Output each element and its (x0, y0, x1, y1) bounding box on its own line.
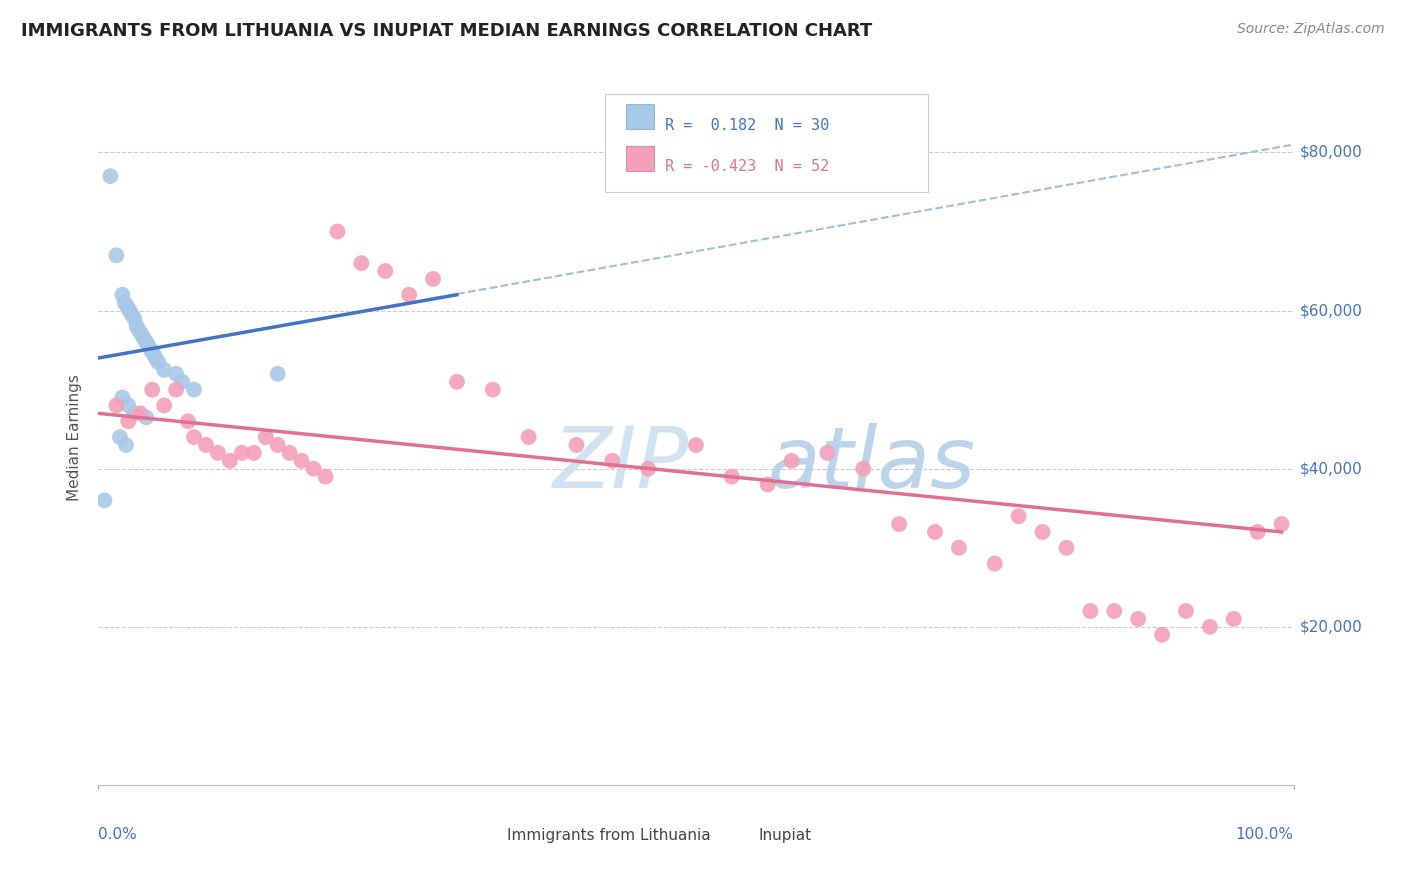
Point (114, 295, 136, 310)
Point (138, 339, 160, 353)
Point (721, 469, 744, 483)
Point (756, 477, 779, 491)
Point (183, 430, 205, 444)
Point (121, 308, 143, 322)
Point (1104, 604, 1126, 618)
Point (685, 438, 707, 452)
Point (139, 343, 162, 358)
Point (267, 438, 290, 452)
Point (278, 446, 301, 460)
Point (1032, 524, 1054, 539)
Text: Inupiat: Inupiat (758, 829, 811, 843)
Point (142, 347, 165, 361)
Point (135, 410, 157, 425)
Text: 0.0%: 0.0% (98, 827, 138, 842)
Text: atlas: atlas (768, 424, 976, 507)
Point (141, 383, 163, 397)
Point (254, 430, 277, 444)
Point (422, 272, 444, 286)
Point (129, 406, 152, 420)
Point (315, 469, 337, 483)
Text: Source: ZipAtlas.com: Source: ZipAtlas.com (1237, 22, 1385, 37)
Point (984, 557, 1007, 571)
Point (131, 327, 153, 342)
Point (1128, 612, 1150, 626)
Point (219, 454, 242, 468)
Point (1199, 620, 1222, 634)
Point (93, 493, 115, 508)
Point (148, 355, 170, 369)
Point (125, 319, 148, 334)
Point (1152, 628, 1174, 642)
Point (111, 391, 134, 405)
Text: R =  0.182  N = 30: R = 0.182 N = 30 (665, 118, 830, 133)
Point (1247, 524, 1270, 539)
Point (446, 375, 468, 389)
Point (267, 367, 290, 381)
Point (132, 331, 155, 345)
Point (207, 446, 229, 460)
Point (1056, 541, 1078, 555)
Text: $40,000: $40,000 (1299, 461, 1362, 476)
FancyBboxPatch shape (725, 826, 752, 846)
Point (637, 461, 659, 475)
Point (117, 414, 139, 428)
Point (1271, 516, 1294, 531)
Point (780, 454, 803, 468)
Point (817, 446, 839, 460)
Text: $20,000: $20,000 (1299, 619, 1362, 634)
Point (145, 351, 167, 365)
Point (1080, 604, 1102, 618)
Point (115, 300, 138, 314)
Point (565, 438, 588, 452)
Point (111, 287, 134, 301)
Point (517, 430, 540, 444)
Point (602, 454, 624, 468)
Point (889, 516, 911, 531)
Point (302, 461, 325, 475)
Point (482, 383, 505, 397)
Point (117, 399, 139, 413)
Point (924, 524, 946, 539)
Text: IMMIGRANTS FROM LITHUANIA VS INUPIAT MEDIAN EARNINGS CORRELATION CHART: IMMIGRANTS FROM LITHUANIA VS INUPIAT MED… (21, 22, 872, 40)
Point (124, 406, 146, 420)
Text: R = -0.423  N = 52: R = -0.423 N = 52 (665, 159, 830, 174)
Text: 100.0%: 100.0% (1236, 827, 1294, 842)
Point (124, 311, 146, 326)
Point (231, 446, 253, 460)
Text: Immigrants from Lithuania: Immigrants from Lithuania (508, 829, 711, 843)
Point (165, 383, 187, 397)
Point (98, 169, 122, 184)
Y-axis label: Median Earnings: Median Earnings (67, 374, 83, 500)
Point (108, 430, 131, 444)
Point (135, 335, 157, 350)
Point (398, 287, 420, 301)
FancyBboxPatch shape (475, 826, 501, 846)
Point (153, 399, 176, 413)
Point (243, 446, 266, 460)
Point (177, 414, 200, 428)
Point (195, 438, 218, 452)
Point (118, 303, 141, 318)
Point (350, 256, 373, 270)
Point (153, 363, 176, 377)
Point (291, 454, 314, 468)
Point (105, 248, 128, 262)
Point (115, 438, 138, 452)
Point (326, 225, 349, 239)
Text: $80,000: $80,000 (1299, 145, 1362, 160)
Point (948, 541, 970, 555)
Point (172, 375, 194, 389)
Point (165, 367, 187, 381)
Text: ZIP: ZIP (553, 424, 689, 507)
Text: $60,000: $60,000 (1299, 303, 1362, 318)
Point (1223, 612, 1246, 626)
Point (1175, 604, 1198, 618)
Point (128, 323, 150, 337)
Point (374, 264, 396, 278)
Point (852, 461, 875, 475)
Point (1008, 509, 1031, 524)
Point (183, 383, 205, 397)
Point (105, 399, 128, 413)
